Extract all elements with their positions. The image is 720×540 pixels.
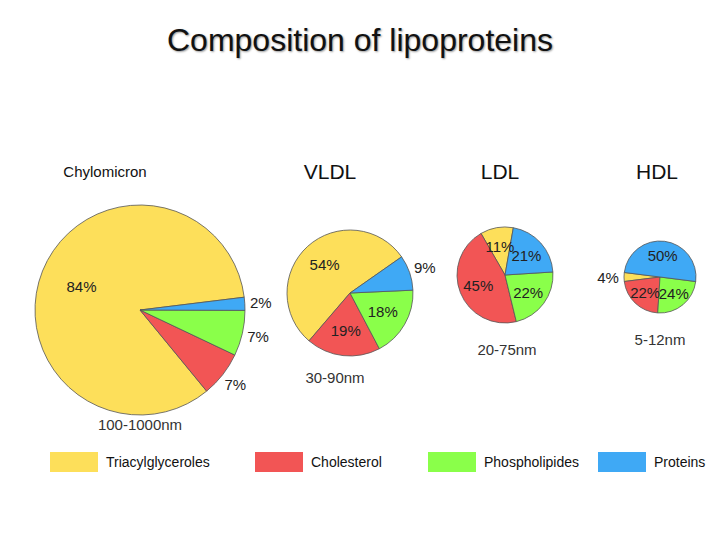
html-text:20-75nm: 20-75nm [477, 341, 537, 358]
svg-text:24%: 24% [659, 285, 689, 302]
svg-text:9%: 9% [414, 259, 436, 276]
svg-text:7%: 7% [225, 376, 247, 393]
svg-text:45%: 45% [463, 277, 493, 294]
html-text:100-1000nm: 100-1000nm [97, 416, 183, 433]
html-text:5-12nm: 5-12nm [634, 331, 686, 348]
svg-text:22%: 22% [630, 284, 660, 301]
html-text:Phospholipides: Phospholipides [484, 454, 579, 470]
html-text:Chylomicron: Chylomicron [63, 162, 147, 180]
svg-text:50%: 50% [648, 247, 678, 264]
html-text:LDL: LDL [480, 159, 520, 183]
html-text:HDL: HDL [636, 159, 678, 183]
html-text:Triacylglyceroles: Triacylglyceroles [106, 454, 210, 470]
svg-text:84%: 84% [66, 278, 96, 295]
html-text:30-90nm: 30-90nm [305, 369, 365, 386]
svg-text:2%: 2% [250, 294, 272, 311]
html-text:Proteins: Proteins [654, 454, 706, 470]
svg-text:22%: 22% [513, 284, 543, 301]
svg-text:54%: 54% [310, 256, 340, 273]
svg-text:18%: 18% [368, 303, 398, 320]
html-text:Cholesterol: Cholesterol [311, 454, 382, 470]
html-text:Composition of lipoproteins: Composition of lipoproteins [167, 22, 553, 58]
svg-text:11%: 11% [486, 238, 515, 255]
svg-text:21%: 21% [511, 247, 541, 264]
svg-text:19%: 19% [331, 322, 361, 339]
svg-text:7%: 7% [247, 328, 269, 345]
svg-text:4%: 4% [597, 269, 619, 286]
html-text:VLDL: VLDL [303, 159, 357, 183]
